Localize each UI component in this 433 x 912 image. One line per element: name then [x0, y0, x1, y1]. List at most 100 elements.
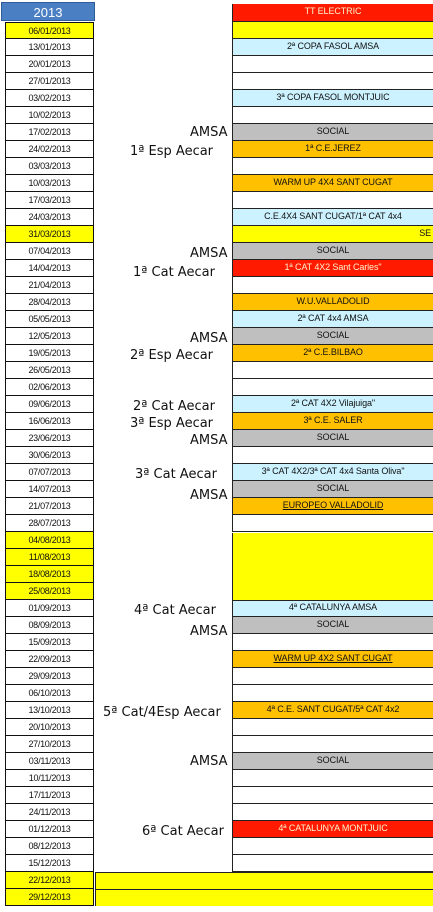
date-cell[interactable]: 24/11/2013	[5, 804, 94, 821]
date-cell[interactable]: 17/11/2013	[5, 787, 94, 804]
event-cell-empty[interactable]	[232, 56, 433, 73]
date-cell[interactable]: 03/03/2013	[5, 158, 94, 175]
date-cell[interactable]: 10/02/2013	[5, 107, 94, 124]
date-cell[interactable]: 20/10/2013	[5, 719, 94, 736]
date-cell[interactable]: 03/11/2013	[5, 753, 94, 770]
date-cell[interactable]: 18/08/2013	[5, 566, 94, 583]
event-cell-empty[interactable]	[232, 634, 433, 651]
event-cell-empty[interactable]	[232, 379, 433, 396]
event-cell-empty[interactable]	[232, 668, 433, 685]
event-cell[interactable]: 4ª CATALUNYA MONTJUIC	[232, 821, 433, 838]
event-cell-empty[interactable]	[232, 158, 433, 175]
event-cell-empty[interactable]	[232, 736, 433, 753]
event-cell-empty[interactable]	[232, 770, 433, 787]
event-cell[interactable]: 2ª CAT 4X2 Vilajuiga"	[232, 396, 433, 413]
event-cell[interactable]: WARM UP 4X2 SANT CUGAT	[232, 651, 433, 668]
date-cell[interactable]: 04/08/2013	[5, 532, 94, 549]
date-cell[interactable]: 01/12/2013	[5, 821, 94, 838]
date-cell[interactable]: 30/06/2013	[5, 447, 94, 464]
date-cell[interactable]: 03/02/2013	[5, 90, 94, 107]
event-cell[interactable]: SOCIAL	[232, 328, 433, 345]
date-cell[interactable]: 09/06/2013	[5, 396, 94, 413]
event-cell[interactable]: SOCIAL	[232, 124, 433, 141]
event-cell-empty[interactable]	[232, 22, 433, 39]
event-cell[interactable]: TT ELECTRIC	[232, 4, 433, 22]
event-cell-empty[interactable]	[232, 804, 433, 821]
event-cell[interactable]: 4ª C.E. SANT CUGAT/5ª CAT 4x2	[232, 702, 433, 719]
event-cell[interactable]: SE	[232, 226, 433, 243]
event-cell[interactable]: 1ª CAT 4X2 Sant Carles"	[232, 260, 433, 277]
event-cell[interactable]: 3ª CAT 4X2/3ª CAT 4x4 Santa Oliva"	[232, 464, 433, 481]
event-cell-empty[interactable]	[232, 787, 433, 804]
date-cell[interactable]: 20/01/2013	[5, 56, 94, 73]
event-cell[interactable]: SOCIAL	[232, 481, 433, 498]
date-cell[interactable]: 28/04/2013	[5, 294, 94, 311]
date-cell[interactable]: 22/09/2013	[5, 651, 94, 668]
date-cell[interactable]: 02/06/2013	[5, 379, 94, 396]
event-cell[interactable]: 2ª COPA FASOL AMSA	[232, 39, 433, 56]
event-cell[interactable]: EUROPEO VALLADOLID	[232, 498, 433, 515]
event-cell-empty[interactable]	[232, 685, 433, 702]
date-cell[interactable]: 07/07/2013	[5, 464, 94, 481]
event-cell[interactable]: 2ª CAT 4x4 AMSA	[232, 311, 433, 328]
date-cell[interactable]: 31/03/2013	[5, 226, 94, 243]
date-cell[interactable]: 22/12/2013	[5, 872, 94, 889]
date-cell[interactable]: 25/08/2013	[5, 583, 94, 600]
date-cell[interactable]: 29/12/2013	[5, 889, 94, 906]
event-cell-empty[interactable]	[232, 515, 433, 532]
event-cell-empty[interactable]	[232, 855, 433, 872]
event-cell[interactable]: 3ª C.E. SALER	[232, 413, 433, 430]
event-cell[interactable]: 3ª COPA FASOL MONTJUIC	[232, 90, 433, 107]
date-cell[interactable]: 10/03/2013	[5, 175, 94, 192]
date-cell[interactable]: 15/12/2013	[5, 855, 94, 872]
date-cell[interactable]: 24/03/2013	[5, 209, 94, 226]
event-cell[interactable]: C.E.4X4 SANT CUGAT/1ª CAT 4x4	[232, 209, 433, 226]
event-cell-empty[interactable]	[232, 73, 433, 90]
event-cell[interactable]: SOCIAL	[232, 243, 433, 260]
date-cell[interactable]: 08/12/2013	[5, 838, 94, 855]
date-cell[interactable]: 05/05/2013	[5, 311, 94, 328]
event-cell[interactable]: SOCIAL	[232, 753, 433, 770]
date-cell[interactable]: 27/10/2013	[5, 736, 94, 753]
date-cell[interactable]: 07/04/2013	[5, 243, 94, 260]
date-cell[interactable]: 29/09/2013	[5, 668, 94, 685]
event-cell-empty[interactable]	[232, 447, 433, 464]
date-cell[interactable]: 06/01/2013	[5, 22, 94, 39]
date-cell[interactable]: 19/05/2013	[5, 345, 94, 362]
date-cell[interactable]: 26/05/2013	[5, 362, 94, 379]
event-cell-empty[interactable]	[232, 107, 433, 124]
event-cell-empty[interactable]	[232, 838, 433, 855]
event-cell-empty[interactable]	[232, 362, 433, 379]
date-cell[interactable]: 11/08/2013	[5, 549, 94, 566]
date-cell[interactable]: 13/10/2013	[5, 702, 94, 719]
date-cell[interactable]: 16/06/2013	[5, 413, 94, 430]
event-cell-empty[interactable]	[232, 277, 433, 294]
date-cell[interactable]: 17/03/2013	[5, 192, 94, 209]
date-cell[interactable]: 28/07/2013	[5, 515, 94, 532]
year-header[interactable]: 2013	[1, 2, 95, 21]
date-cell[interactable]: 10/11/2013	[5, 770, 94, 787]
event-cell-empty[interactable]	[232, 192, 433, 209]
date-cell[interactable]: 21/07/2013	[5, 498, 94, 515]
date-cell[interactable]: 12/05/2013	[5, 328, 94, 345]
date-cell[interactable]: 27/01/2013	[5, 73, 94, 90]
date-cell[interactable]: 14/07/2013	[5, 481, 94, 498]
event-cell[interactable]: WARM UP 4X4 SANT CUGAT	[232, 175, 433, 192]
event-cell[interactable]: SOCIAL	[232, 617, 433, 634]
date-cell[interactable]: 13/01/2013	[5, 39, 94, 56]
event-cell[interactable]: 1ª C.E.JEREZ	[232, 141, 433, 158]
date-cell[interactable]: 15/09/2013	[5, 634, 94, 651]
event-cell[interactable]: W.U.VALLADOLID	[232, 294, 433, 311]
event-cell[interactable]: SOCIAL	[232, 430, 433, 447]
event-cell[interactable]: 4ª CATALUNYA AMSA	[232, 600, 433, 617]
date-cell[interactable]: 24/02/2013	[5, 141, 94, 158]
date-cell[interactable]: 21/04/2013	[5, 277, 94, 294]
date-cell[interactable]: 08/09/2013	[5, 617, 94, 634]
date-cell[interactable]: 14/04/2013	[5, 260, 94, 277]
date-cell[interactable]: 01/09/2013	[5, 600, 94, 617]
date-cell[interactable]: 23/06/2013	[5, 430, 94, 447]
event-cell[interactable]: 2ª C.E.BILBAO	[232, 345, 433, 362]
date-cell[interactable]: 06/10/2013	[5, 685, 94, 702]
event-cell-empty[interactable]	[232, 719, 433, 736]
date-cell[interactable]: 17/02/2013	[5, 124, 94, 141]
